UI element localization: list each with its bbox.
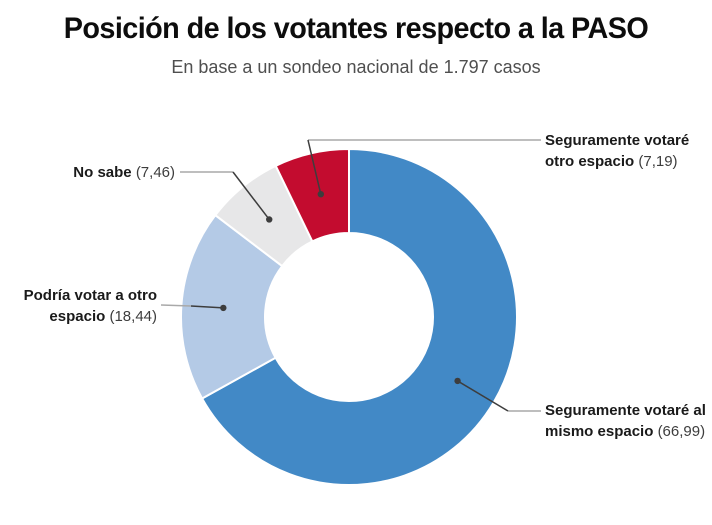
callout-label-text: Podría votar a otro espacio: [23, 287, 157, 325]
callout-label-mismo-espacio: Seguramente votaré al mismo espacio (66,…: [545, 400, 712, 442]
callout-label-text: Seguramente votaré al mismo espacio: [545, 402, 706, 440]
callout-label-no-sabe: No sabe (7,46): [0, 162, 175, 183]
callout-value: (66,99): [657, 423, 706, 440]
page-subtitle: En base a un sondeo nacional de 1.797 ca…: [171, 57, 541, 77]
donut-segment-0: [201, 148, 518, 486]
leader-dot-2: [266, 216, 273, 223]
callout-label-otro-espacio: Seguramente votaré otro espacio (7,19): [545, 130, 712, 172]
callout-value: (7,19): [638, 153, 678, 170]
callout-label-podria-votar-otro: Podría votar a otro espacio (18,44): [0, 285, 157, 327]
callout-value: (18,44): [109, 308, 157, 325]
callout-value: (7,46): [135, 164, 175, 181]
leader-line-dark-2: [232, 171, 270, 220]
page-title: Posición de los votantes respecto a la P…: [63, 12, 649, 45]
leader-line-1: [160, 304, 192, 307]
donut-segment-3: [274, 148, 350, 243]
callout-label-text: Seguramente votaré otro espacio: [545, 132, 690, 170]
leader-dot-0: [454, 377, 461, 385]
leader-dot-3: [317, 190, 325, 198]
callout-label-text: No sabe: [73, 164, 132, 181]
leader-line-dark-1: [190, 305, 224, 309]
donut-segment-1: [180, 214, 284, 400]
leader-line-dark-0: [457, 380, 509, 412]
leader-line-dark-3: [307, 139, 322, 195]
leader-dot-1: [220, 304, 227, 312]
